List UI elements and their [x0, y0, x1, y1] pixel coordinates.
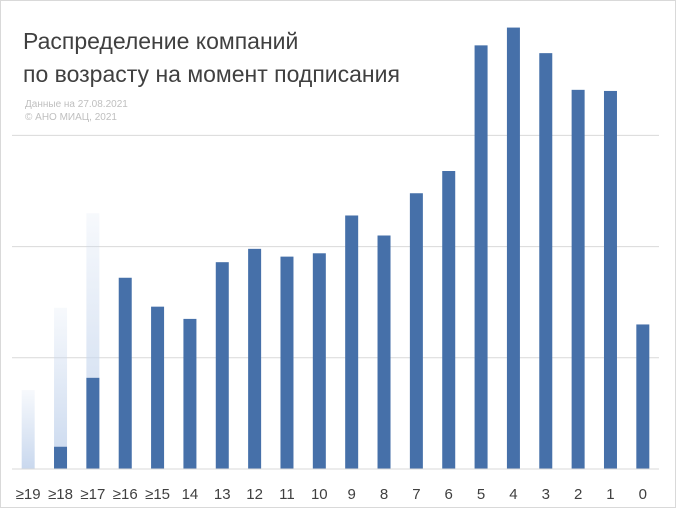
data-date-note: Данные на 27.08.2021	[25, 99, 128, 110]
bar	[345, 215, 359, 469]
x-tick-label: 1	[606, 486, 614, 503]
bar	[474, 45, 488, 470]
x-tick-label: 5	[477, 486, 485, 503]
x-tick-label: 2	[574, 486, 582, 503]
x-tick-label: ≥17	[80, 486, 105, 503]
x-tick-label: 7	[412, 486, 420, 503]
x-tick-label: 8	[380, 486, 388, 503]
chart-title: Распределение компаний по возрасту на мо…	[23, 25, 400, 91]
bar	[54, 446, 68, 469]
bar	[442, 171, 456, 469]
x-tick-label: 12	[246, 486, 263, 503]
copyright-note: © АНО МИАЦ, 2021	[25, 112, 117, 123]
bar	[409, 193, 423, 469]
x-tick-label: 0	[639, 486, 647, 503]
x-tick-label: ≥18	[48, 486, 73, 503]
chart-title-line-1: Распределение компаний	[23, 28, 299, 54]
bar	[636, 324, 650, 469]
x-tick-label: 14	[182, 486, 199, 503]
x-tick-label: 10	[311, 486, 328, 503]
bar	[118, 277, 132, 469]
x-tick-label: 13	[214, 486, 231, 503]
x-tick-label: ≥15	[145, 486, 170, 503]
bar	[280, 256, 294, 469]
bar	[312, 253, 326, 469]
x-tick-label: 11	[279, 486, 295, 503]
ghost-bar	[21, 390, 35, 469]
bar	[603, 90, 617, 469]
chart-notes: Данные на 27.08.2021 © АНО МИАЦ, 2021	[25, 98, 128, 124]
bar	[151, 306, 165, 469]
bar	[506, 27, 520, 469]
ghost-bar	[54, 307, 68, 469]
bar	[377, 235, 391, 469]
x-tick-label: 4	[509, 486, 517, 503]
x-tick-label: ≥16	[113, 486, 138, 503]
x-tick-label: 6	[445, 486, 453, 503]
bar	[215, 262, 229, 469]
x-tick-label: 3	[542, 486, 550, 503]
x-tick-label: ≥19	[16, 486, 41, 503]
chart-title-line-2: по возрасту на момент подписания	[23, 61, 400, 87]
bar	[248, 248, 262, 469]
bar	[86, 377, 100, 469]
bar	[183, 318, 197, 469]
x-tick-label: 9	[348, 486, 356, 503]
bar	[539, 53, 553, 470]
bar	[571, 89, 585, 470]
